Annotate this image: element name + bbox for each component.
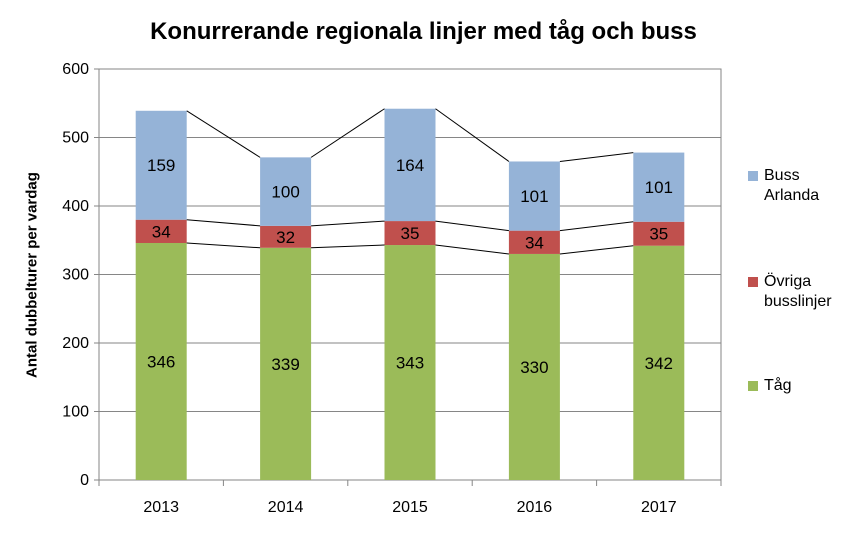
connector-line — [559, 221, 634, 232]
data-label: 101 — [520, 187, 548, 206]
bar-segment — [135, 242, 187, 480]
y-tick-label: 500 — [62, 130, 89, 147]
data-label: 101 — [645, 178, 673, 197]
data-label: 32 — [276, 228, 295, 247]
series-connector-lines — [186, 108, 634, 255]
legend-label: busslinjer — [764, 293, 832, 310]
chart-title: Konurrerande regionala linjer med tåg oc… — [150, 18, 697, 45]
bar-segment — [260, 225, 312, 248]
y-tick-label: 600 — [62, 61, 89, 78]
x-tick-label: 2014 — [268, 499, 304, 516]
data-label: 343 — [396, 354, 424, 373]
bar-segment — [633, 245, 685, 480]
bar-segment — [633, 152, 685, 222]
data-label: 34 — [152, 222, 171, 241]
legend-label: Övriga — [764, 273, 812, 290]
y-tick-label: 200 — [62, 335, 89, 352]
bar-segment — [384, 108, 436, 222]
data-label: 100 — [271, 183, 299, 202]
legend-label: Tåg — [764, 377, 792, 394]
bar-segment — [135, 110, 187, 220]
legend-swatch-ovriga-busslinjer — [748, 277, 758, 287]
data-label: 339 — [271, 355, 299, 374]
connector-line — [435, 244, 509, 255]
data-label: 35 — [401, 224, 420, 243]
y-axis: 0 100 200 300 400 500 600 — [62, 61, 99, 489]
legend-swatch-buss-arlanda — [748, 171, 758, 181]
data-label: 346 — [147, 352, 175, 371]
data-label: 34 — [525, 233, 544, 252]
bars — [135, 108, 685, 480]
x-tick-label: 2013 — [143, 499, 179, 516]
data-label: 330 — [520, 358, 548, 377]
bar-segment — [508, 161, 560, 231]
connector-line — [435, 220, 509, 232]
bar-segment — [508, 230, 560, 254]
y-tick-label: 300 — [62, 267, 89, 284]
y-tick-label: 400 — [62, 198, 89, 215]
x-tick-label: 2016 — [517, 499, 553, 516]
connector-line — [186, 219, 261, 227]
connector-line — [559, 245, 634, 255]
data-label: 342 — [645, 354, 673, 373]
bar-segment — [508, 253, 560, 480]
data-labels: 346 34 159 339 32 100 343 35 164 330 34 101 342 35 101 — [147, 156, 673, 377]
bar-segment — [260, 157, 312, 226]
bar-segment — [384, 245, 436, 480]
connector-line — [559, 152, 634, 162]
data-label: 164 — [396, 156, 424, 175]
data-label: 159 — [147, 156, 175, 175]
bar-segment — [260, 247, 312, 480]
bar-segment — [384, 221, 436, 246]
x-tick-label: 2015 — [392, 499, 428, 516]
bar-segment — [633, 221, 685, 246]
data-label: 35 — [649, 225, 668, 244]
legend-swatch-tag — [748, 381, 758, 391]
connector-line — [186, 242, 261, 249]
bar-segment — [135, 219, 187, 243]
connector-line — [310, 108, 385, 158]
legend-label: Arlanda — [764, 187, 820, 204]
connector-line — [311, 220, 385, 227]
connector-line — [435, 108, 510, 162]
y-tick-label: 0 — [80, 472, 89, 489]
connector-line — [186, 110, 261, 158]
x-axis: 2013 2014 2015 2016 2017 — [98, 480, 722, 516]
legend-label: Buss — [764, 167, 800, 184]
x-tick-label: 2017 — [641, 499, 677, 516]
y-tick-label: 100 — [62, 404, 89, 421]
connector-line — [311, 244, 385, 249]
